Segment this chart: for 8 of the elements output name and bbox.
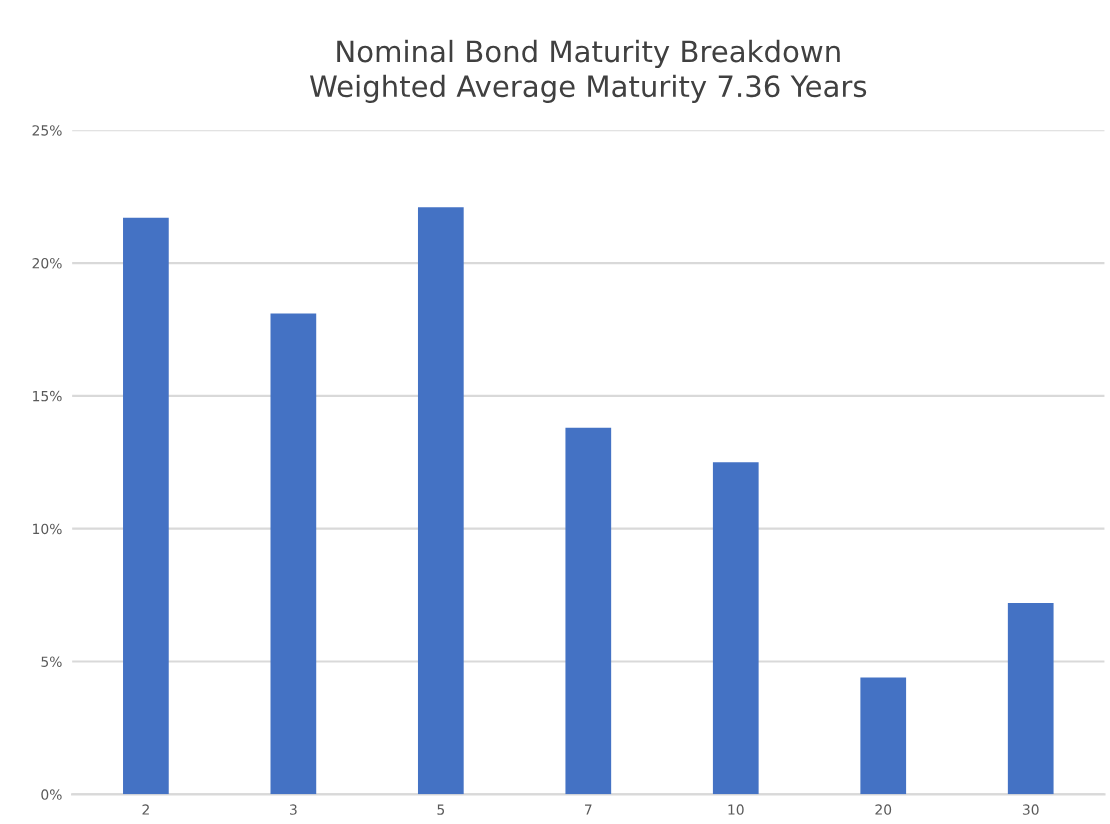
bar [1007,603,1054,795]
bar [712,462,759,795]
bar [417,207,464,795]
bar [860,677,907,795]
bar [270,313,317,795]
chart-title: Nominal Bond Maturity Breakdown Weighted Average Maturity 7.36 Years [309,39,867,103]
bar [123,217,169,795]
bar [565,427,612,795]
